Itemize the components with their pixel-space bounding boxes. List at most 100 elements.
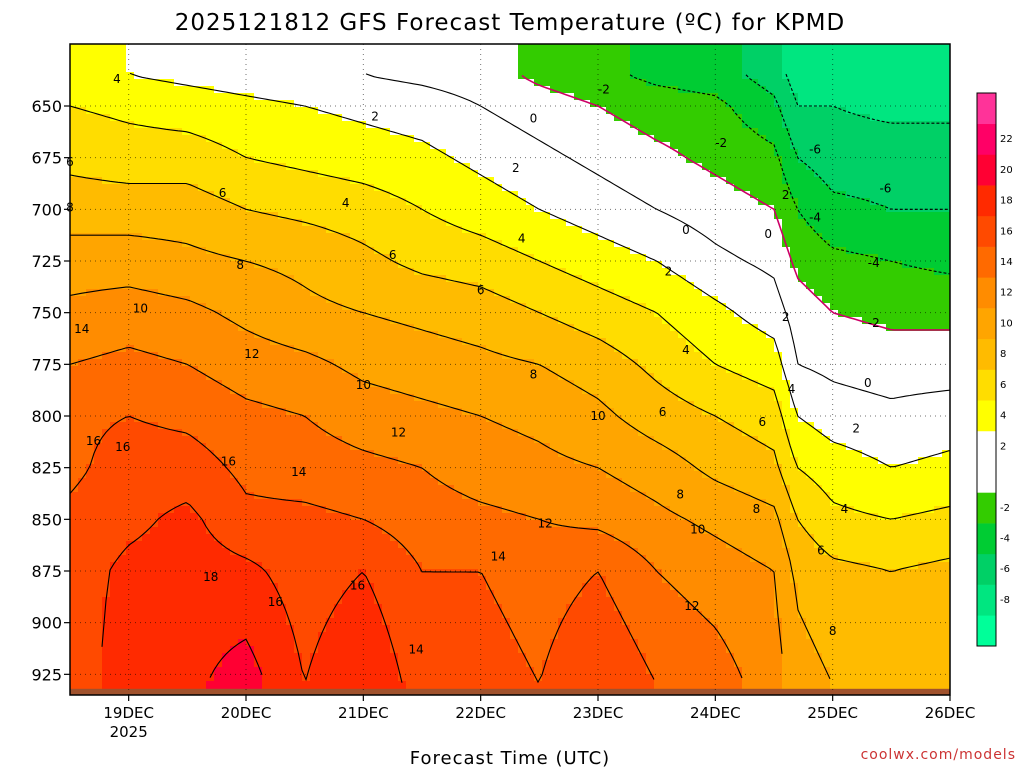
- field-cell: [358, 163, 367, 171]
- field-cell: [262, 359, 271, 367]
- field-cell: [462, 72, 471, 80]
- field-cell: [174, 72, 183, 80]
- field-cell: [342, 100, 351, 108]
- field-cell: [110, 219, 119, 227]
- field-cell: [70, 65, 79, 73]
- field-cell: [102, 583, 111, 591]
- field-cell: [398, 128, 407, 136]
- field-cell: [478, 247, 487, 255]
- field-cell: [486, 212, 495, 220]
- field-cell: [278, 93, 287, 101]
- field-cell: [182, 366, 191, 374]
- field-cell: [406, 352, 415, 360]
- field-cell: [470, 205, 479, 213]
- field-cell: [102, 520, 111, 528]
- field-cell: [222, 408, 231, 416]
- field-cell: [246, 289, 255, 297]
- field-cell: [414, 632, 423, 640]
- field-cell: [222, 352, 231, 360]
- field-cell: [94, 681, 103, 689]
- field-cell: [222, 555, 231, 563]
- field-cell: [294, 639, 303, 647]
- field-cell: [366, 562, 375, 570]
- field-cell: [94, 408, 103, 416]
- field-cell: [478, 226, 487, 234]
- field-cell: [342, 681, 351, 689]
- field-cell: [142, 93, 151, 101]
- field-cell: [246, 415, 255, 423]
- field-cell: [158, 79, 167, 87]
- field-cell: [150, 261, 159, 269]
- field-cell: [374, 569, 383, 577]
- field-cell: [414, 569, 423, 577]
- field-cell: [254, 646, 263, 654]
- field-cell: [486, 331, 495, 339]
- field-cell: [334, 331, 343, 339]
- field-cell: [406, 513, 415, 521]
- field-cell: [126, 317, 135, 325]
- field-cell: [222, 653, 231, 661]
- field-cell: [446, 212, 455, 220]
- field-cell: [94, 317, 103, 325]
- field-cell: [150, 331, 159, 339]
- field-cell: [86, 254, 95, 262]
- field-cell: [166, 527, 175, 535]
- field-cell: [86, 513, 95, 521]
- field-cell: [326, 394, 335, 402]
- field-cell: [262, 492, 271, 500]
- field-cell: [78, 429, 87, 437]
- field-cell: [158, 324, 167, 332]
- field-cell: [134, 254, 143, 262]
- field-cell: [334, 198, 343, 206]
- field-cell: [422, 177, 431, 185]
- field-cell: [198, 177, 207, 185]
- field-cell: [374, 135, 383, 143]
- field-cell: [230, 163, 239, 171]
- field-cell: [206, 65, 215, 73]
- field-cell: [142, 65, 151, 73]
- field-cell: [286, 324, 295, 332]
- field-cell: [398, 240, 407, 248]
- field-cell: [382, 198, 391, 206]
- field-cell: [422, 520, 431, 528]
- field-cell: [334, 93, 343, 101]
- field-cell: [70, 576, 79, 584]
- field-cell: [118, 317, 127, 325]
- field-cell: [414, 142, 423, 150]
- field-cell: [86, 65, 95, 73]
- field-cell: [430, 219, 439, 227]
- field-cell: [414, 121, 423, 129]
- field-cell: [246, 156, 255, 164]
- field-cell: [382, 191, 391, 199]
- field-cell: [190, 135, 199, 143]
- field-cell: [334, 114, 343, 122]
- field-cell: [454, 72, 463, 80]
- field-cell: [318, 282, 327, 290]
- field-cell: [142, 170, 151, 178]
- field-cell: [206, 401, 215, 409]
- field-cell: [302, 457, 311, 465]
- field-cell: [222, 583, 231, 591]
- field-cell: [134, 436, 143, 444]
- field-cell: [158, 366, 167, 374]
- field-cell: [462, 345, 471, 353]
- field-cell: [190, 436, 199, 444]
- field-cell: [270, 632, 279, 640]
- field-cell: [254, 219, 263, 227]
- field-cell: [446, 590, 455, 598]
- field-cell: [270, 240, 279, 248]
- field-cell: [398, 443, 407, 451]
- field-cell: [302, 345, 311, 353]
- field-cell: [494, 338, 503, 346]
- field-cell: [182, 51, 191, 59]
- field-cell: [446, 429, 455, 437]
- field-cell: [102, 310, 111, 318]
- field-cell: [110, 569, 119, 577]
- field-cell: [214, 527, 223, 535]
- field-cell: [150, 114, 159, 122]
- field-cell: [142, 51, 151, 59]
- field-cell: [350, 65, 359, 73]
- field-cell: [358, 261, 367, 269]
- field-cell: [214, 597, 223, 605]
- field-cell: [318, 352, 327, 360]
